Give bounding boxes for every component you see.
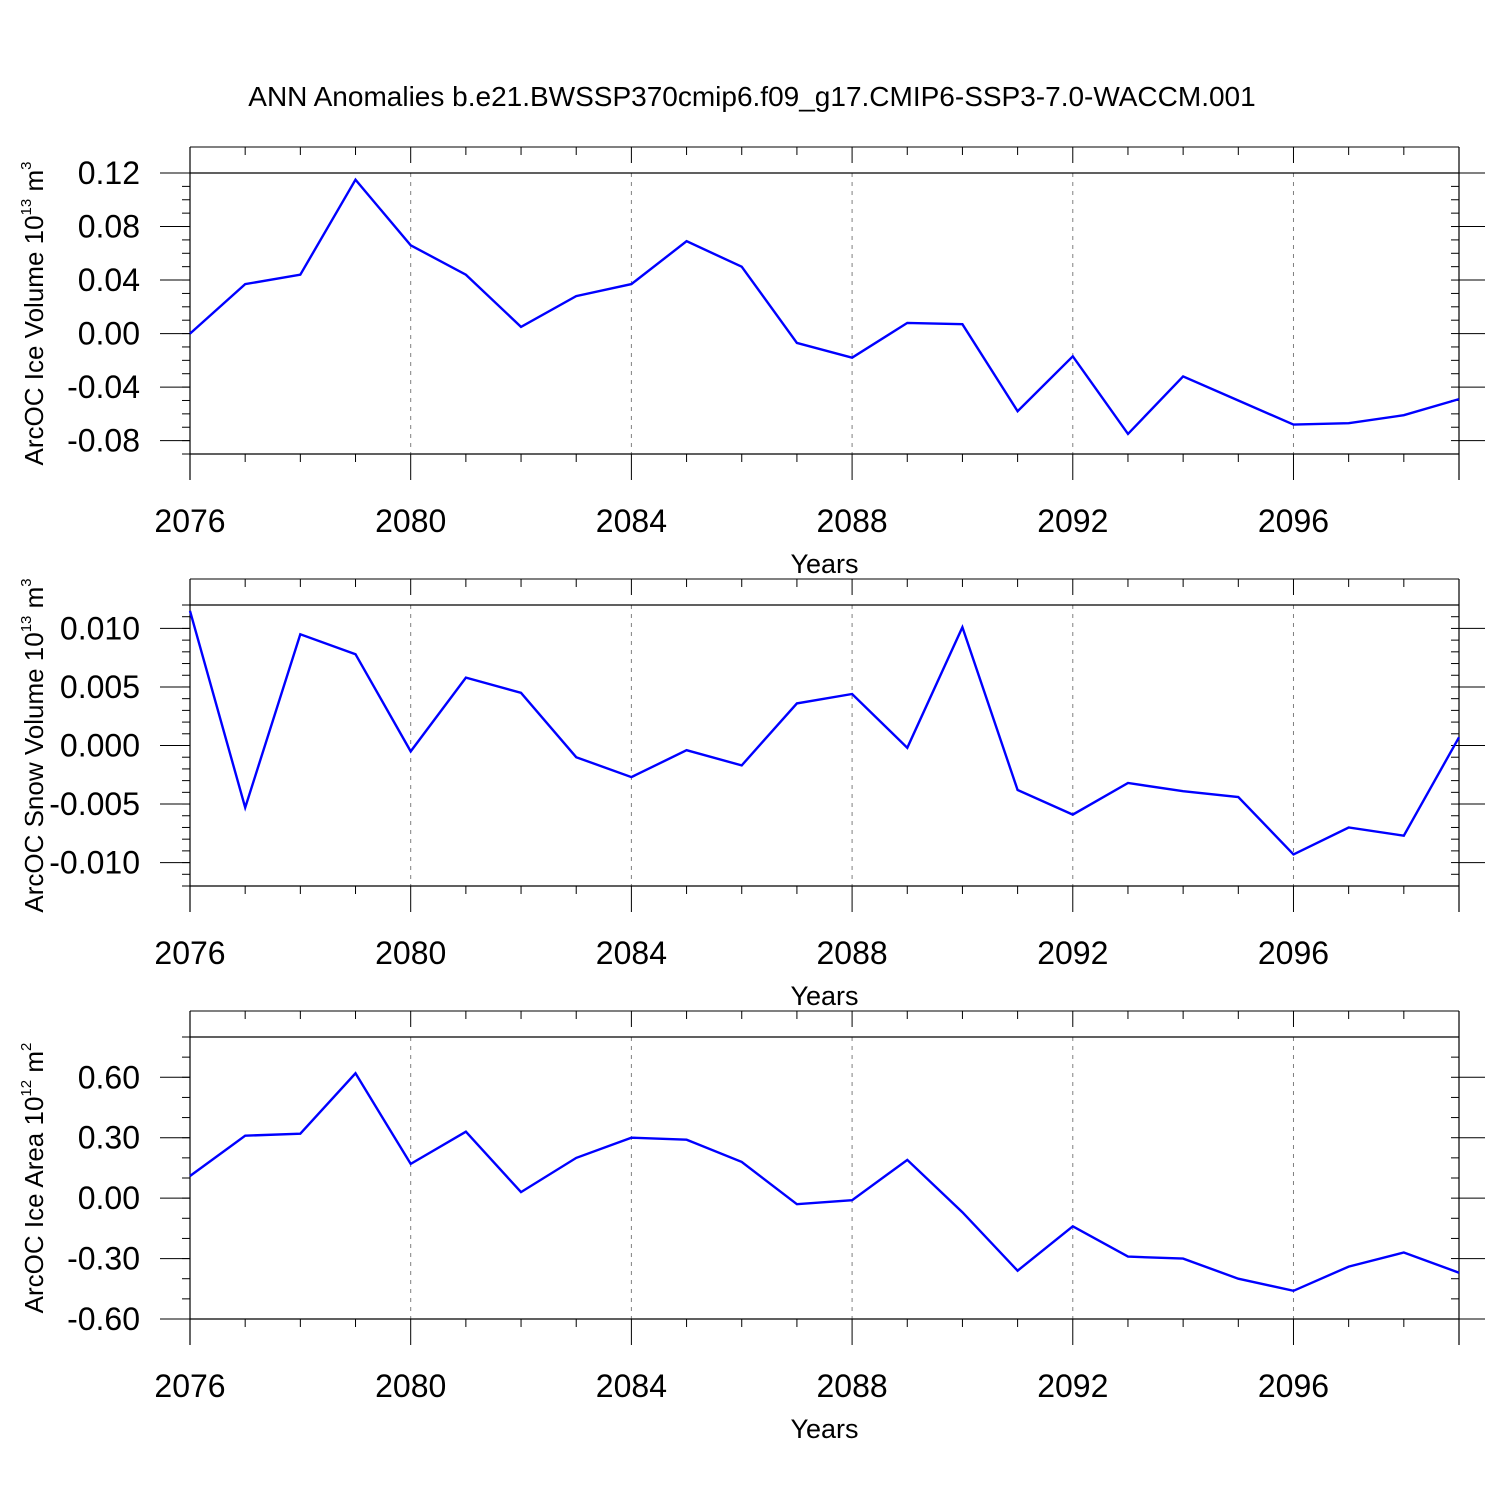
p2-y-label-unit: m [19,1051,49,1080]
p2-y-axis-label: ArcOC Ice Area 1012 m2 [18,1043,49,1314]
p1-x-tick-label: 2084 [596,935,667,971]
p0-y-tick-label: -0.04 [67,369,140,405]
p0-y-tick-label: 0.04 [78,262,140,298]
p1-y-label-exp: 13 [18,616,35,633]
p0-x-tick-label: 2084 [596,503,667,539]
p0-x-axis-label: Years [790,549,858,579]
p2-x-tick-label: 2088 [816,1368,887,1404]
p2-x-tick-label: 2084 [596,1368,667,1404]
p2-x-tick-label: 2092 [1037,1368,1108,1404]
p2-y-label-unit-exp: 2 [18,1043,35,1051]
p0-series-line [189,177,1460,436]
p1-y-tick-label: 0.000 [60,728,140,764]
p2-x-tick-label: 2096 [1258,1368,1329,1404]
panel-ice-volume: 2076 2080 2084 2088 2092 2096 -0.08 -0.04 0.00 0.… [18,146,1485,579]
p1-x-tick-label: 2096 [1258,935,1329,971]
p1-series-line [188,610,1461,856]
p0-x-tick-label: 2096 [1258,503,1329,539]
p2-y-label-text: ArcOC Ice Area 10 [19,1097,49,1314]
p0-x-tick-label: 2088 [816,503,887,539]
p2-x-axis-label: Years [790,1414,858,1444]
p2-series-line [189,1071,1460,1293]
p0-y-tick-label: 0.12 [78,155,140,191]
p1-y-label-unit-exp: 3 [18,578,35,586]
p0-y-label-unit-exp: 3 [18,162,35,170]
p2-y-tick-label: 0.00 [78,1180,140,1216]
panel-ice-area: 2076 2080 2084 2088 2092 2096 -0.60 -0.30 0.00 0.… [18,1010,1485,1444]
p1-y-label-unit: m [19,587,49,616]
p1-y-tick-label: 0.005 [60,669,140,705]
p1-x-tick-label: 2088 [816,935,887,971]
p1-x-axis-label: Years [790,981,858,1011]
p0-y-label-text: ArcOC Ice Volume 10 [19,215,49,465]
p2-y-label-exp: 12 [18,1080,35,1097]
p1-x-tick-label: 2092 [1037,935,1108,971]
p0-y-tick-label: 0.08 [78,209,140,245]
p2-y-tick-label: -0.30 [67,1241,140,1277]
figure-title: ANN Anomalies b.e21.BWSSP370cmip6.f09_g1… [248,81,1255,112]
p1-x-tick-label: 2080 [375,935,446,971]
p0-x-tick-label: 2092 [1037,503,1108,539]
p0-y-label-unit: m [19,170,49,199]
p2-y-tick-label: 0.30 [78,1120,140,1156]
p0-y-tick-label: 0.00 [78,316,140,352]
p1-y-axis-label: ArcOC Snow Volume 1013 m3 [18,578,49,912]
p2-x-tick-label: 2080 [375,1368,446,1404]
p1-y-label-text: ArcOC Snow Volume 10 [19,632,49,912]
p1-y-tick-label: 0.010 [60,610,140,646]
p0-y-label-exp: 13 [18,199,35,216]
p1-y-tick-label: -0.005 [49,786,140,822]
p2-x-tick-label: 2076 [154,1368,225,1404]
p1-y-tick-label: -0.010 [49,845,140,881]
p0-y-axis-label: ArcOC Ice Volume 1013 m3 [18,162,49,466]
p0-y-tick-label: -0.08 [67,423,140,459]
p1-x-tick-label: 2076 [154,935,225,971]
panel-snow-volume: 2076 2080 2084 2088 2092 2096 -0.010 -0.005 0.00… [18,578,1485,1011]
p0-x-tick-label: 2080 [375,503,446,539]
p0-x-tick-label: 2076 [154,503,225,539]
p2-y-tick-label: -0.60 [67,1301,140,1337]
p2-y-tick-label: 0.60 [78,1059,140,1095]
